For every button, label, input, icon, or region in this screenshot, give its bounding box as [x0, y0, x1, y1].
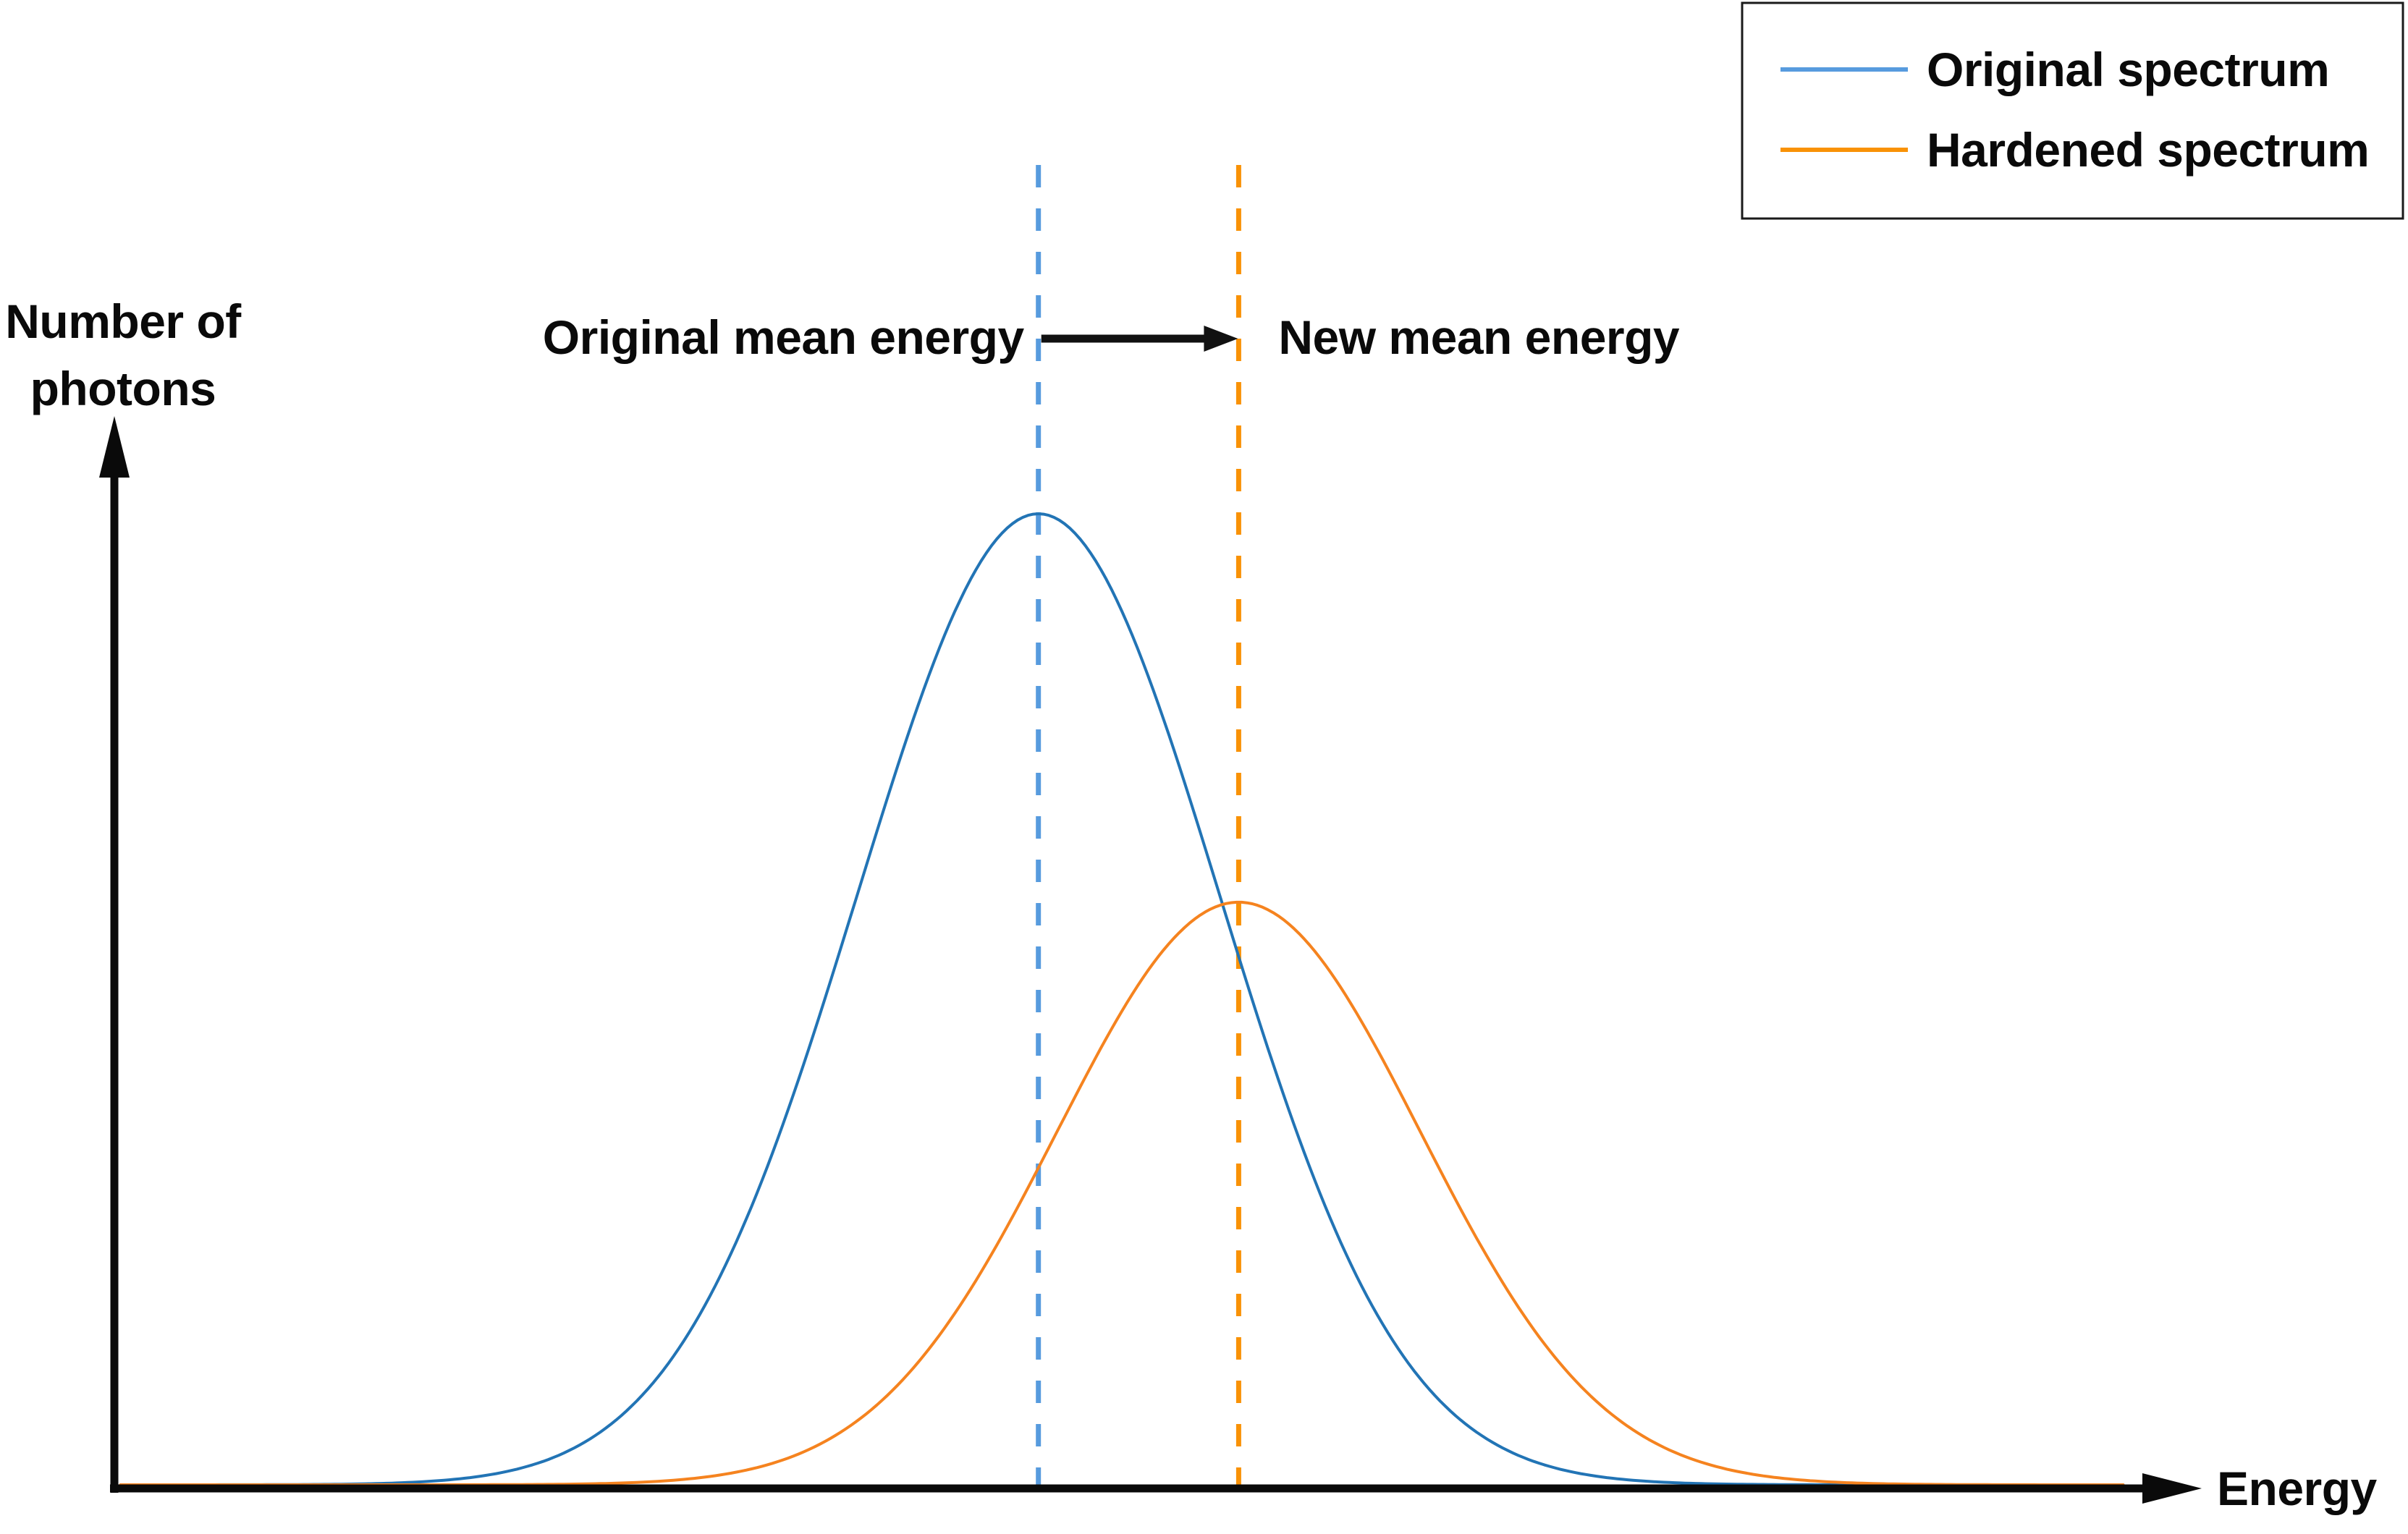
y-axis-label-line2: photons — [30, 362, 216, 415]
hardened-spectrum-curve — [119, 900, 2125, 1486]
legend-label-hardened-spectrum: Hardened spectrum — [1927, 123, 2369, 177]
y-axis-label-line1: Number of — [5, 294, 242, 348]
new-mean-energy-label: New mean energy — [1278, 310, 1680, 364]
x-axis-label: Energy — [2217, 1462, 2378, 1515]
legend: Original spectrum Hardened spectrum — [1741, 1, 2404, 220]
mean-shift-arrow-head-icon — [1204, 326, 1238, 352]
legend-box — [1741, 1, 2404, 220]
legend-label-original-spectrum: Original spectrum — [1927, 43, 2329, 96]
original-mean-energy-label: Original mean energy — [543, 310, 1025, 364]
x-axis-arrowhead-icon — [2142, 1473, 2202, 1504]
original-spectrum-curve — [119, 512, 2125, 1486]
y-axis-arrowhead-icon — [99, 416, 130, 478]
